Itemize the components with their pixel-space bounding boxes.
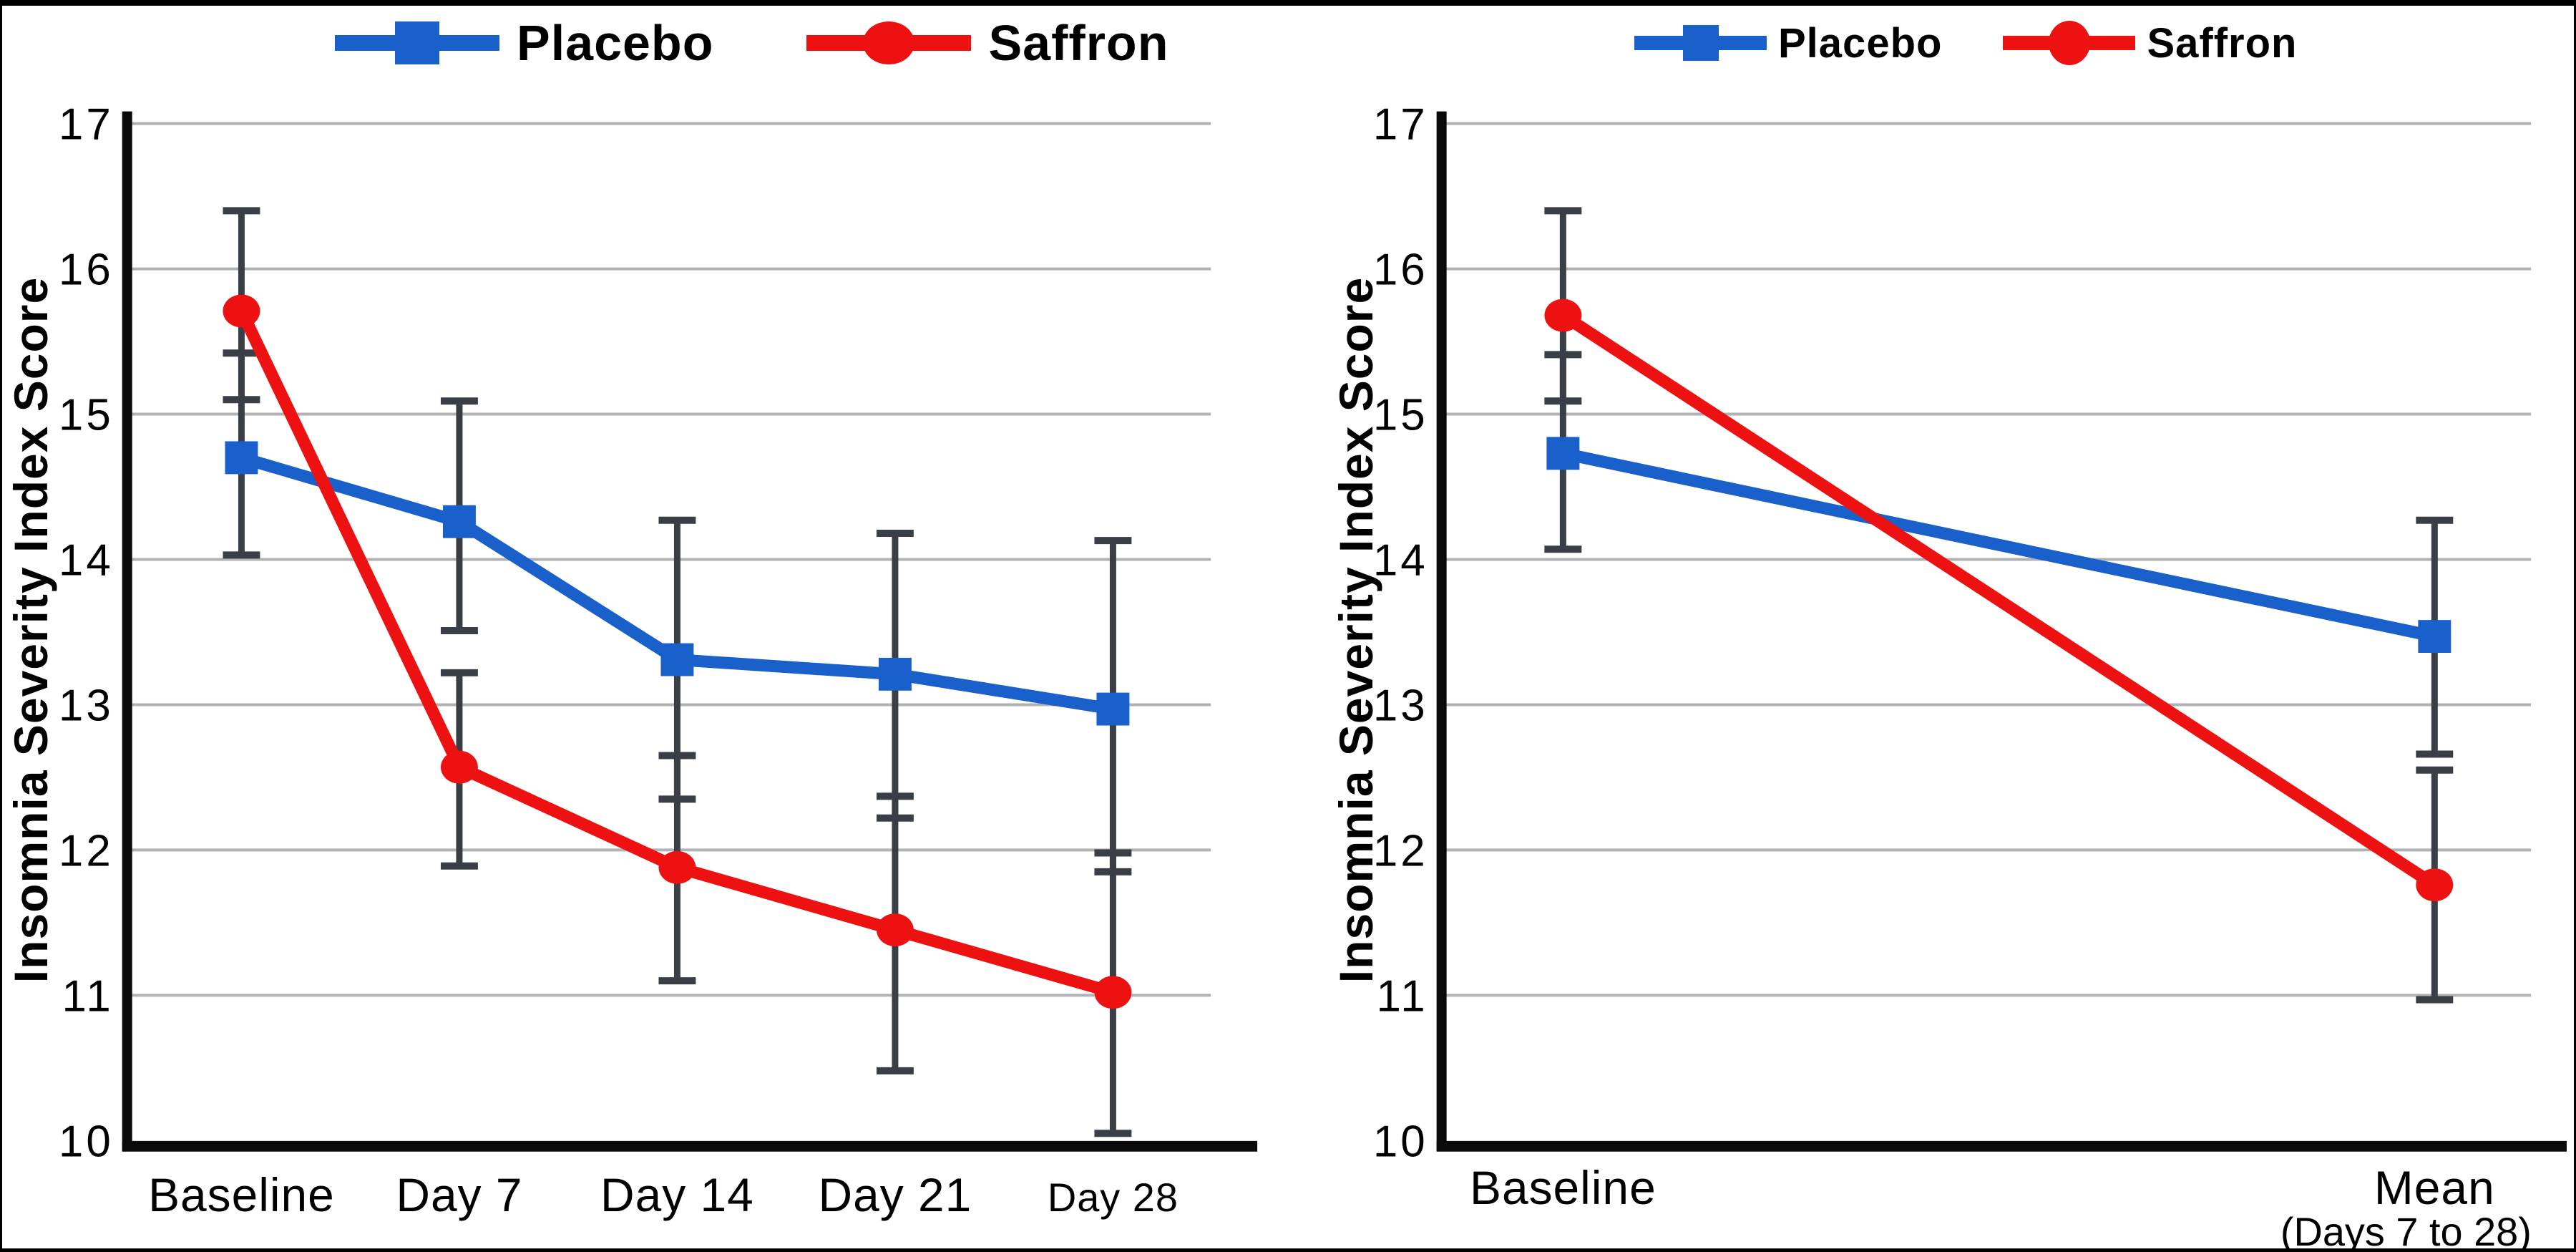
placebo-marker-1 bbox=[442, 505, 476, 538]
y-tick-label-13: 13 bbox=[1373, 681, 1428, 730]
saffron-marker-0 bbox=[1544, 299, 1582, 332]
placebo-marker-0 bbox=[1546, 437, 1580, 470]
placebo-marker-0 bbox=[225, 441, 258, 475]
legend-line-placebo bbox=[335, 21, 499, 64]
x-label-baseline: Baseline bbox=[1470, 1161, 1657, 1214]
series-line-saffron bbox=[1556, 309, 2441, 891]
placebo-marker-3 bbox=[878, 657, 912, 691]
saffron-circle-icon bbox=[863, 21, 915, 64]
line-chart-timecourse: 17 16 15 14 13 12 11 10 Baseline Day 7 Day 14 Day 2… bbox=[59, 100, 1258, 1221]
y-tick-label-16: 16 bbox=[1373, 246, 1428, 295]
legend-line-saffron bbox=[806, 21, 972, 64]
y-tick-label-16: 16 bbox=[59, 246, 114, 295]
saffron-marker-0 bbox=[223, 294, 260, 328]
y-tick-label-15: 15 bbox=[1373, 391, 1428, 440]
x-label-day-7: Day 7 bbox=[396, 1168, 522, 1221]
placebo-marker-4 bbox=[1096, 692, 1130, 726]
saffron-marker-1 bbox=[440, 750, 478, 784]
x-label-day-14: Day 14 bbox=[600, 1168, 754, 1221]
y-tick-label-11: 11 bbox=[1376, 971, 1428, 1021]
y-tick-label-14: 14 bbox=[59, 535, 114, 585]
y-tick-label-12: 12 bbox=[59, 826, 114, 875]
y-tick-label-12: 12 bbox=[1373, 826, 1428, 875]
saffron-circle-icon bbox=[2048, 21, 2090, 65]
y-tick-label-13: 13 bbox=[59, 681, 114, 730]
saffron-marker-3 bbox=[876, 913, 914, 947]
y-tick-label-11: 11 bbox=[62, 971, 114, 1021]
placebo-square-icon bbox=[395, 21, 439, 64]
y-tick-label-17: 17 bbox=[59, 100, 114, 150]
chart-panel-timecourse: Placebo Saffron Insomnia Severity Index … bbox=[2, 6, 1288, 1248]
legend-line-saffron bbox=[2003, 21, 2136, 65]
placebo-square-icon bbox=[1682, 25, 1719, 61]
chart-panel-mean: Placebo Saffron Insomnia Severity Index … bbox=[1288, 6, 2574, 1248]
legend-line-placebo bbox=[1634, 25, 1767, 61]
x-label-day-21: Day 21 bbox=[819, 1168, 972, 1221]
line-chart-mean: 17 16 15 14 13 12 11 10 Baseline Mean(Days 7 to 2… bbox=[1373, 100, 2567, 1248]
x-label-day-28: Day 28 bbox=[1048, 1175, 1179, 1220]
saffron-marker-4 bbox=[1094, 976, 1132, 1009]
legend-label-saffron: Saffron bbox=[988, 15, 1169, 71]
series-line-placebo bbox=[1556, 447, 2441, 643]
legend-item-saffron: Saffron bbox=[806, 14, 1169, 72]
y-tick-label-10: 10 bbox=[1373, 1117, 1428, 1166]
y-tick-label-14: 14 bbox=[1373, 535, 1428, 585]
y-tick-label-17: 17 bbox=[1373, 100, 1428, 150]
legend-label-placebo: Placebo bbox=[517, 15, 714, 71]
y-tick-label-15: 15 bbox=[59, 391, 114, 440]
legend: Placebo Saffron bbox=[335, 10, 1169, 76]
legend-item-placebo: Placebo bbox=[335, 14, 713, 72]
x-label-mean: Mean bbox=[2374, 1161, 2495, 1214]
legend-label-placebo: Placebo bbox=[1778, 19, 1943, 67]
saffron-marker-2 bbox=[658, 850, 696, 884]
placebo-marker-1 bbox=[2418, 620, 2451, 654]
placebo-marker-2 bbox=[660, 643, 694, 676]
legend: Placebo Saffron bbox=[1634, 10, 2297, 76]
y-tick-label-10: 10 bbox=[59, 1117, 114, 1166]
saffron-marker-1 bbox=[2416, 868, 2454, 902]
x-sublabel-1: (Days 7 to 28) bbox=[2280, 1209, 2532, 1248]
legend-item-placebo: Placebo bbox=[1634, 19, 1942, 67]
legend-label-saffron: Saffron bbox=[2147, 19, 2298, 67]
legend-item-saffron: Saffron bbox=[2003, 19, 2297, 67]
x-label-baseline: Baseline bbox=[148, 1168, 335, 1221]
